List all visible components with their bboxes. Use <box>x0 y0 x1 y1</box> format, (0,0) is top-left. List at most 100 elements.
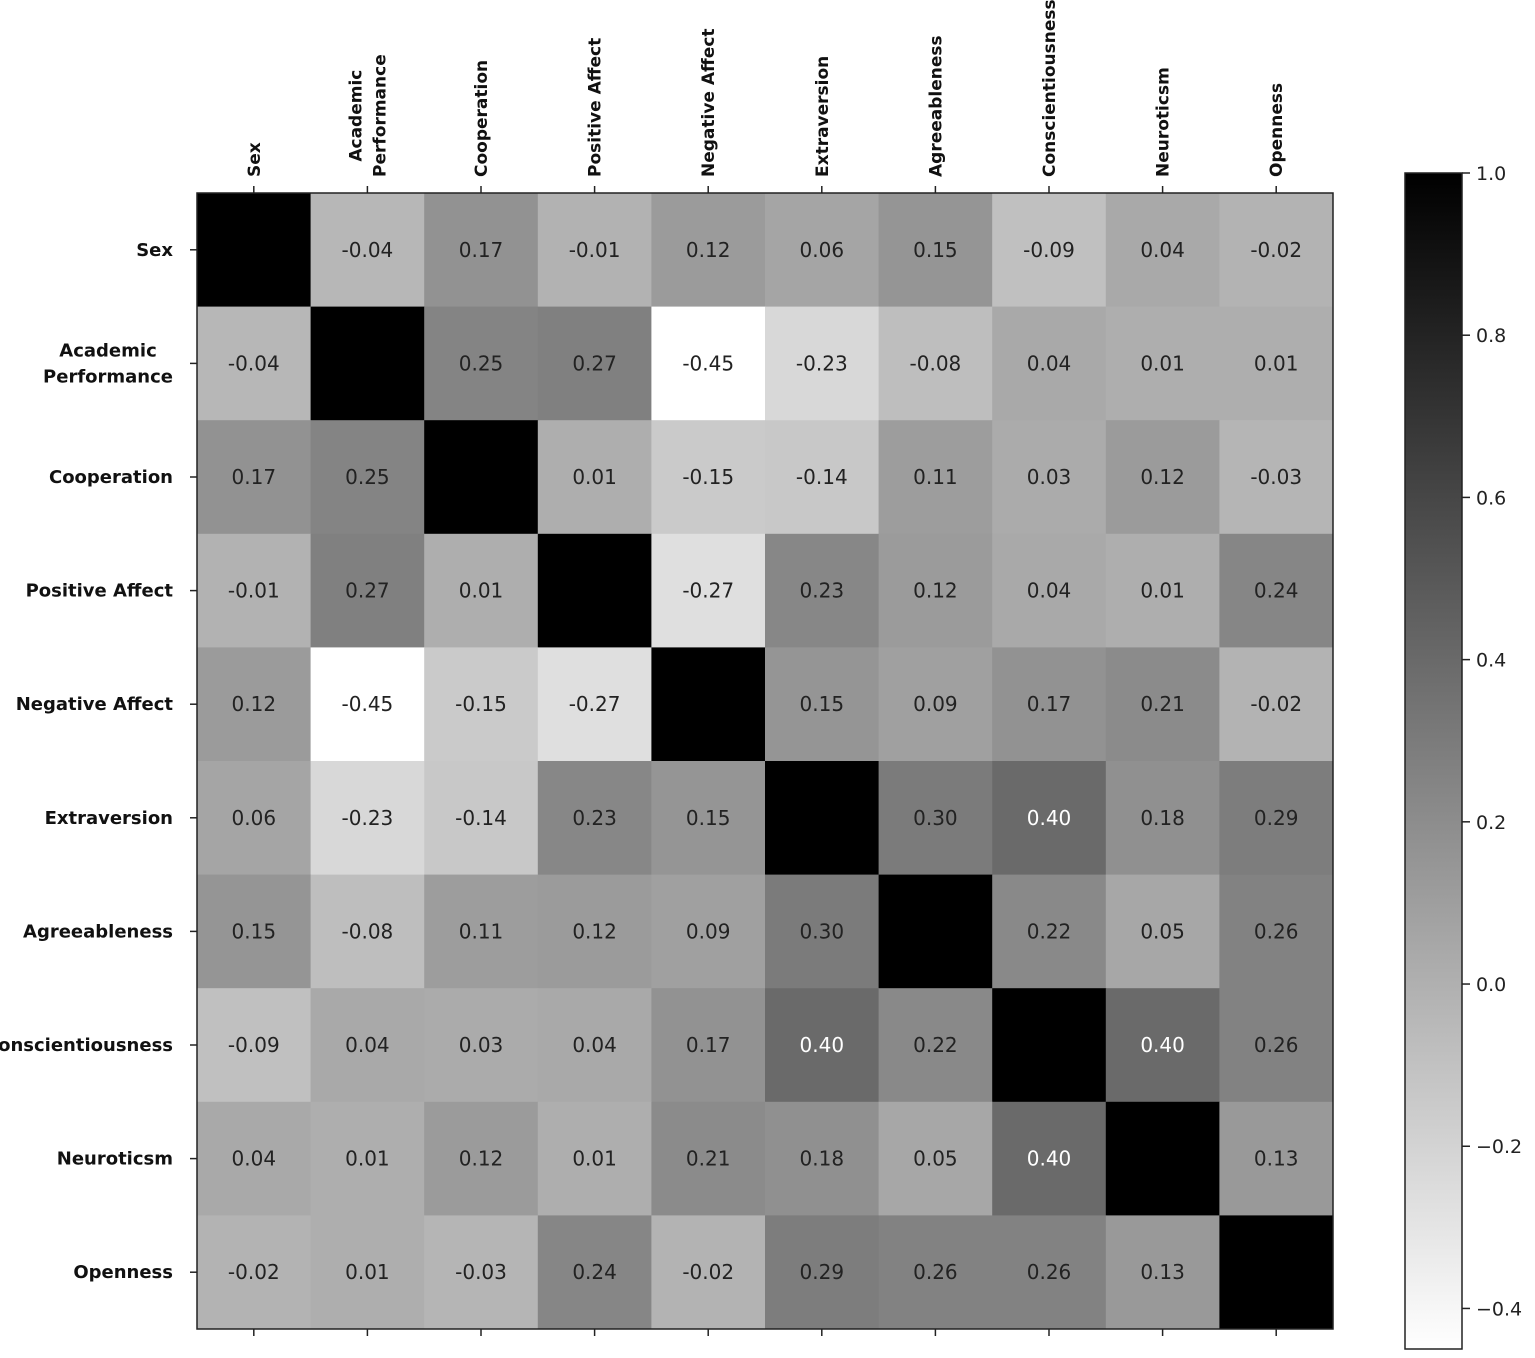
column-label-line: Negative Affect <box>699 28 719 177</box>
row-label-neuroticsm: Neuroticsm <box>57 1149 173 1170</box>
column-label-line: Cooperation <box>472 60 492 177</box>
heatmap-cell <box>992 874 1107 989</box>
heatmap-cell <box>1105 1101 1220 1216</box>
cell-value-label: 0.12 <box>913 579 958 603</box>
heatmap-cell <box>1105 647 1220 762</box>
cell-value-label: -0.03 <box>1250 465 1302 489</box>
heatmap-cell <box>992 306 1107 421</box>
heatmap-cell <box>310 1101 425 1216</box>
row-label-line: Conscientiousness <box>0 1035 173 1056</box>
cell-value-label: 0.04 <box>1027 579 1072 603</box>
heatmap-cell <box>651 988 766 1103</box>
cell-value-label: -0.01 <box>228 579 280 603</box>
heatmap-cell <box>651 874 766 989</box>
cell-value-label: 0.15 <box>913 238 958 262</box>
cell-value-label: -0.14 <box>796 465 848 489</box>
cell-value-label: 0.26 <box>1254 1033 1299 1057</box>
column-label-text: Academic Performance <box>346 54 390 177</box>
heatmap-cell <box>424 533 539 648</box>
cell-value-label: -0.23 <box>342 806 394 830</box>
row-label-line: Agreeableness <box>23 921 173 942</box>
row-label-line: Neuroticsm <box>57 1149 173 1170</box>
row-label-line: Openness <box>73 1262 173 1283</box>
heatmap-cell <box>992 193 1107 308</box>
cell-value-label: 0.01 <box>1140 579 1185 603</box>
cell-value-label: -0.04 <box>228 351 280 375</box>
heatmap-cell <box>765 420 880 535</box>
colorbar-tick-label: 0.6 <box>1476 487 1506 509</box>
heatmap-cell <box>878 1215 993 1330</box>
row-label-conscientiousness: Conscientiousness <box>0 1035 173 1056</box>
cell-value-label: 0.13 <box>1140 1260 1185 1284</box>
cell-value-label: 0.12 <box>232 692 277 716</box>
cell-value-label: 0.29 <box>1254 806 1299 830</box>
heatmap-cell <box>537 988 652 1103</box>
colorbar-tick-label: −0.4 <box>1476 1298 1522 1320</box>
cell-value-label: 0.09 <box>913 692 958 716</box>
row-label-line: Cooperation <box>49 467 173 488</box>
column-label-line: Performance <box>370 54 390 177</box>
cell-value-label: -0.27 <box>682 579 734 603</box>
heatmap-cell <box>537 420 652 535</box>
column-label-line: Extraversion <box>813 56 833 177</box>
heatmap-cell <box>765 1215 880 1330</box>
heatmap-cell <box>1105 988 1220 1103</box>
cell-value-label: 0.01 <box>1140 351 1185 375</box>
row-label-openness: Openness <box>73 1262 173 1283</box>
column-label-cooperation: Cooperation <box>472 60 492 177</box>
cell-value-label: 0.22 <box>1027 919 1072 943</box>
heatmap-cell <box>878 306 993 421</box>
heatmap-cell <box>765 874 880 989</box>
column-label-line: Neuroticsm <box>1154 67 1174 177</box>
heatmap-cell <box>765 193 880 308</box>
cell-value-label: 0.23 <box>572 806 617 830</box>
heatmap-cell <box>1219 193 1334 308</box>
heatmap-cell <box>878 874 993 989</box>
cell-value-label: 0.03 <box>1027 465 1072 489</box>
heatmap-cell <box>310 761 425 876</box>
cell-value-label: 0.04 <box>232 1147 277 1171</box>
row-label-academic-performance: Academic Performance <box>43 340 173 387</box>
heatmap-cell <box>1105 193 1220 308</box>
heatmap-cell <box>424 193 539 308</box>
column-label-line: Sex <box>245 142 265 177</box>
cell-value-label: 0.40 <box>800 1033 845 1057</box>
heatmap-cell <box>424 1101 539 1216</box>
cell-value-label: -0.23 <box>796 351 848 375</box>
heatmap-cell <box>651 193 766 308</box>
cell-value-label: -0.45 <box>682 351 734 375</box>
column-label-line: Conscientiousness <box>1040 0 1060 177</box>
cell-value-label: 0.25 <box>459 351 504 375</box>
heatmap-cell <box>197 420 312 535</box>
cell-value-label: -0.01 <box>569 238 621 262</box>
column-label-extraversion: Extraversion <box>813 56 833 177</box>
cell-value-label: 0.04 <box>1140 238 1185 262</box>
row-label-extraversion: Extraversion <box>45 808 173 829</box>
row-label-line: Sex <box>136 240 173 261</box>
plot-frame <box>196 192 1334 1330</box>
column-label-text: Extraversion <box>813 56 833 177</box>
cell-value-label: -0.04 <box>342 238 394 262</box>
row-label-line: Extraversion <box>45 808 173 829</box>
heatmap-cell <box>424 420 539 535</box>
cell-value-label: 0.01 <box>345 1260 390 1284</box>
heatmap-cell <box>424 647 539 762</box>
heatmap-cell <box>1105 306 1220 421</box>
colorbar-tick-label: 0.4 <box>1476 650 1506 672</box>
cell-value-label: 0.01 <box>1254 351 1299 375</box>
column-label-text: Negative Affect <box>699 28 719 177</box>
column-label-text: Conscientiousness <box>1040 0 1060 177</box>
heatmap-cell <box>878 647 993 762</box>
cell-value-label: -0.03 <box>455 1260 507 1284</box>
column-label-agreeableness: Agreeableness <box>926 35 946 177</box>
column-label-openness: Openness <box>1267 83 1287 177</box>
column-label-text: Cooperation <box>472 60 492 177</box>
heatmap-cell <box>537 1215 652 1330</box>
heatmap-cell <box>1105 874 1220 989</box>
cell-value-label: 0.04 <box>345 1033 390 1057</box>
column-label-positive-affect: Positive Affect <box>586 38 606 177</box>
heatmap-cell <box>424 306 539 421</box>
cell-value-label: 0.12 <box>686 238 731 262</box>
cell-value-label: -0.08 <box>910 351 962 375</box>
cell-value-label: 0.04 <box>1027 351 1072 375</box>
